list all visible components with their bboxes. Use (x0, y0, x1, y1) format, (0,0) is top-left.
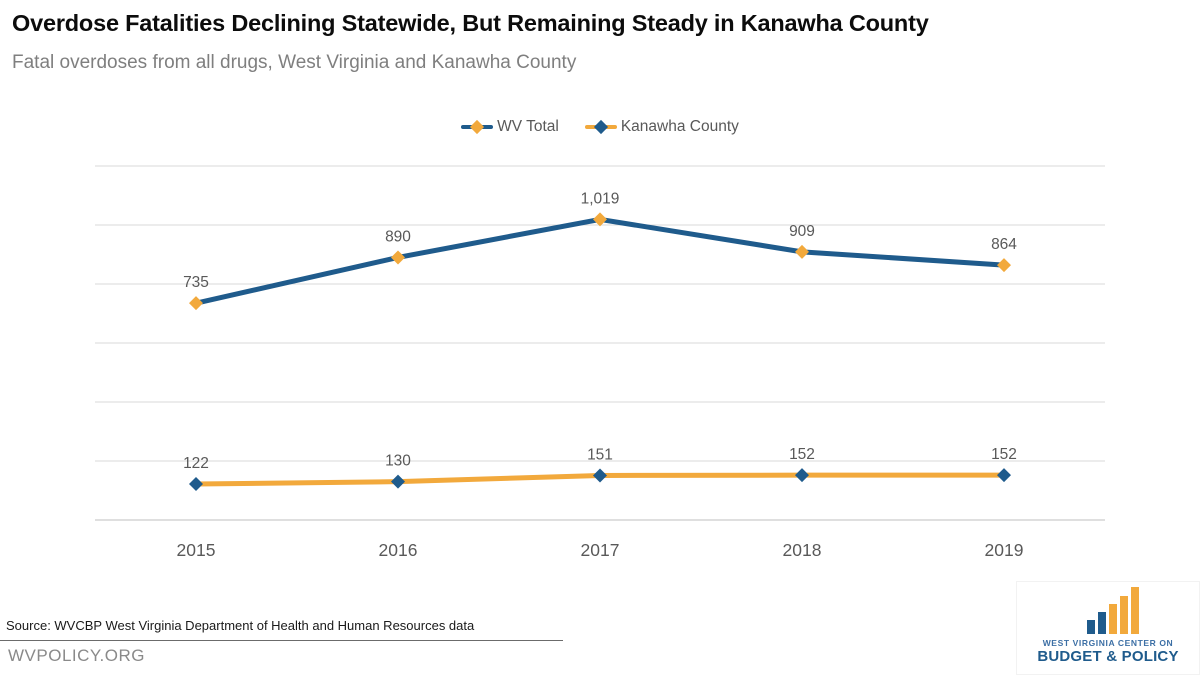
source-note: Source: WVCBP West Virginia Department o… (6, 618, 475, 633)
legend-item-wv-total: WV Total (461, 118, 559, 136)
data-label: 151 (587, 446, 613, 463)
data-label: 864 (991, 236, 1017, 253)
wv-total-marker-icon (189, 296, 203, 311)
logo-org-name-line1: WEST VIRGINIA CENTER ON (1042, 638, 1174, 648)
data-label: 122 (183, 455, 209, 472)
org-logo: WEST VIRGINIA CENTER ON BUDGET & POLICY (1016, 581, 1200, 675)
kanawha-county-marker-icon (593, 468, 607, 483)
legend-label: Kanawha County (620, 118, 739, 135)
logo-org-name-line2: BUDGET & POLICY (1037, 648, 1179, 665)
x-axis-label: 2017 (581, 540, 620, 560)
legend: WV Total Kanawha County (0, 118, 1200, 136)
wv-total-line (195, 216, 1005, 306)
chart-subtitle: Fatal overdoses from all drugs, West Vir… (12, 52, 577, 73)
data-label: 890 (385, 228, 411, 245)
x-axis-label: 2018 (783, 540, 822, 560)
legend-label: WV Total (497, 118, 559, 135)
wv-total-legend-marker-icon (461, 119, 494, 135)
data-label: 130 (385, 453, 411, 470)
wv-total-marker-icon (795, 244, 809, 259)
x-axis-label: 2016 (379, 540, 418, 560)
kanawha-county-marker-icon (795, 468, 809, 483)
wv-total-marker-icon (997, 258, 1011, 273)
kanawha-county-marker-icon (997, 468, 1011, 483)
data-label: 909 (789, 223, 815, 240)
bar-chart-logo-icon (1087, 587, 1139, 634)
data-label: 735 (183, 274, 209, 291)
chart-title: Overdose Fatalities Declining Statewide,… (12, 10, 929, 36)
wv-total-marker-icon (593, 212, 607, 227)
x-axis-label: 2015 (177, 540, 216, 560)
source-divider (0, 640, 563, 641)
kanawha-county-marker-icon (391, 474, 405, 489)
kanawha-county-legend-marker-icon (584, 119, 617, 135)
x-axis-label: 2019 (985, 540, 1024, 560)
legend-item-kanawha-county: Kanawha County (584, 118, 739, 136)
data-label: 1,019 (581, 190, 620, 207)
data-label: 152 (789, 446, 815, 463)
kanawha-county-marker-icon (189, 477, 203, 492)
website-text: WVPOLICY.ORG (8, 646, 145, 665)
wv-total-marker-icon (391, 250, 405, 265)
data-label: 152 (991, 446, 1017, 463)
